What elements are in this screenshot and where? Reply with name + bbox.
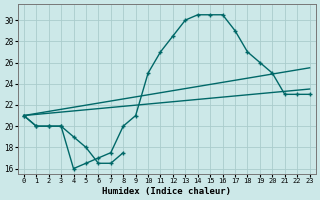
X-axis label: Humidex (Indice chaleur): Humidex (Indice chaleur) [102, 187, 231, 196]
